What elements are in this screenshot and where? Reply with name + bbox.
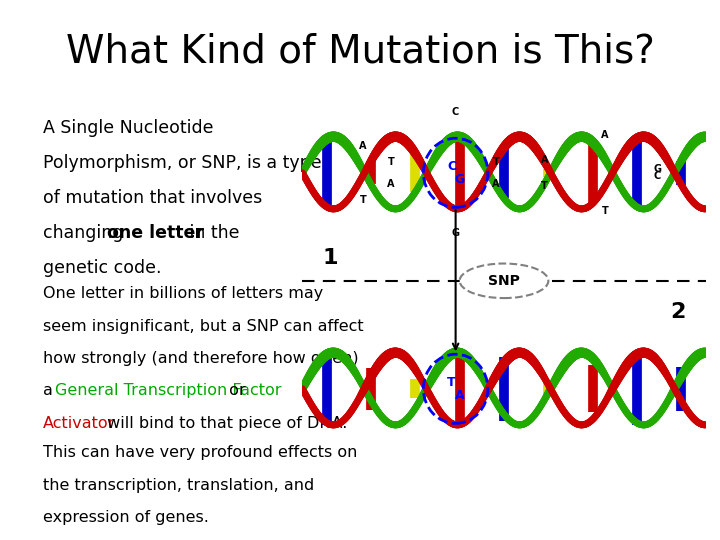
Text: G: G xyxy=(653,164,661,174)
Text: or: or xyxy=(224,383,246,399)
Text: T: T xyxy=(492,157,499,167)
Text: seem insignificant, but a SNP can affect: seem insignificant, but a SNP can affect xyxy=(43,319,364,334)
Text: A: A xyxy=(541,154,548,165)
Text: the transcription, translation, and: the transcription, translation, and xyxy=(43,478,314,493)
Text: A: A xyxy=(601,130,608,139)
Text: C: C xyxy=(654,171,661,181)
Text: T: T xyxy=(601,206,608,216)
Text: One letter in billions of letters may: One letter in billions of letters may xyxy=(43,286,323,301)
Text: A: A xyxy=(455,389,464,402)
Text: General Transcription Factor: General Transcription Factor xyxy=(55,383,282,399)
Text: T: T xyxy=(447,376,456,389)
Text: a: a xyxy=(43,383,58,399)
Text: T: T xyxy=(541,181,548,191)
Text: will bind to that piece of DNA.: will bind to that piece of DNA. xyxy=(102,416,347,431)
Text: What Kind of Mutation is This?: What Kind of Mutation is This? xyxy=(66,32,654,70)
Text: 1: 1 xyxy=(323,248,338,268)
Text: changing: changing xyxy=(43,224,129,242)
Text: SNP: SNP xyxy=(488,274,520,288)
Text: This can have very profound effects on: This can have very profound effects on xyxy=(43,446,357,461)
Text: G: G xyxy=(451,228,459,238)
Text: expression of genes.: expression of genes. xyxy=(43,510,209,525)
Text: A: A xyxy=(387,179,395,188)
Text: how strongly (and therefore how often): how strongly (and therefore how often) xyxy=(43,351,359,366)
Text: of mutation that involves: of mutation that involves xyxy=(43,189,262,207)
Text: A: A xyxy=(359,140,366,151)
Text: Activator: Activator xyxy=(43,416,115,431)
Text: genetic code.: genetic code. xyxy=(43,259,161,277)
Text: one letter: one letter xyxy=(107,224,204,242)
Text: C: C xyxy=(447,160,456,173)
Text: T: T xyxy=(359,195,366,205)
Text: 2: 2 xyxy=(670,302,685,322)
Text: Polymorphism, or SNP, is a type: Polymorphism, or SNP, is a type xyxy=(43,154,322,172)
Text: C: C xyxy=(452,107,459,117)
Text: in the: in the xyxy=(184,224,240,242)
Text: G: G xyxy=(454,173,465,186)
Ellipse shape xyxy=(459,264,549,298)
Text: A Single Nucleotide: A Single Nucleotide xyxy=(43,119,214,137)
Text: A: A xyxy=(492,179,500,189)
Text: T: T xyxy=(388,157,395,167)
